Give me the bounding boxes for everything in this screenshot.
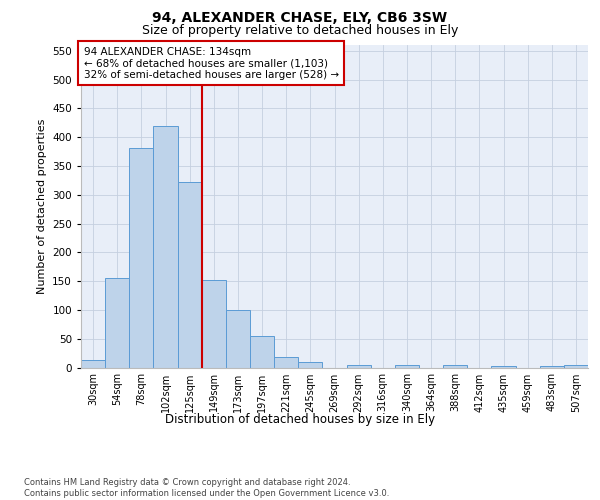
- Bar: [347, 364, 371, 368]
- Text: Distribution of detached houses by size in Ely: Distribution of detached houses by size …: [165, 412, 435, 426]
- Bar: [202, 280, 226, 368]
- Bar: [564, 365, 588, 368]
- Bar: [154, 126, 178, 368]
- Y-axis label: Number of detached properties: Number of detached properties: [37, 118, 47, 294]
- Bar: [178, 182, 202, 368]
- Bar: [274, 357, 298, 368]
- Bar: [105, 278, 129, 368]
- Bar: [226, 310, 250, 368]
- Bar: [81, 360, 105, 368]
- Bar: [129, 148, 154, 368]
- Bar: [491, 366, 515, 368]
- Bar: [443, 365, 467, 368]
- Bar: [298, 362, 322, 368]
- Bar: [395, 365, 419, 368]
- Text: 94, ALEXANDER CHASE, ELY, CB6 3SW: 94, ALEXANDER CHASE, ELY, CB6 3SW: [152, 11, 448, 25]
- Text: 94 ALEXANDER CHASE: 134sqm
← 68% of detached houses are smaller (1,103)
32% of s: 94 ALEXANDER CHASE: 134sqm ← 68% of deta…: [83, 46, 338, 80]
- Bar: [250, 336, 274, 368]
- Text: Size of property relative to detached houses in Ely: Size of property relative to detached ho…: [142, 24, 458, 37]
- Text: Contains HM Land Registry data © Crown copyright and database right 2024.
Contai: Contains HM Land Registry data © Crown c…: [24, 478, 389, 498]
- Bar: [540, 366, 564, 368]
